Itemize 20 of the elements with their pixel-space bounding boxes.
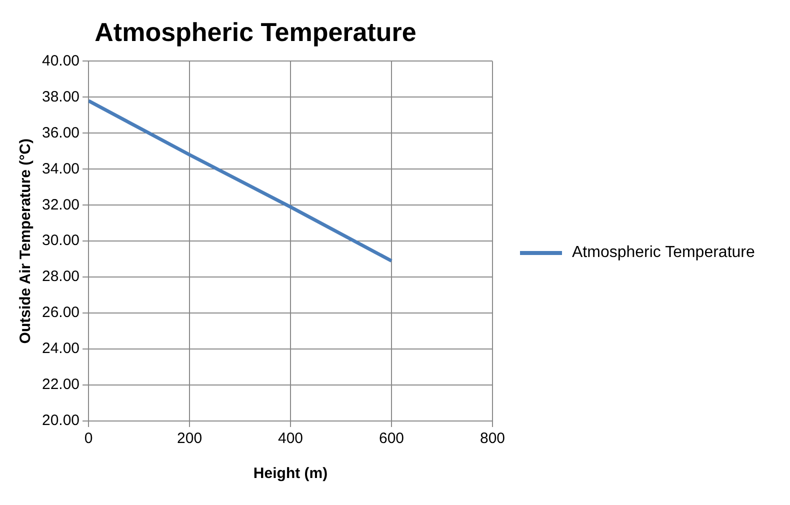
y-tick-label: 32.00 — [42, 196, 80, 214]
x-tick-label: 0 — [84, 430, 93, 448]
x-axis-title: Height (m) — [253, 465, 328, 482]
x-tick-label: 400 — [278, 430, 304, 448]
y-tick-label: 36.00 — [42, 124, 80, 142]
chart-title: Atmospheric Temperature — [94, 16, 416, 47]
y-tick-label: 28.00 — [42, 268, 80, 286]
y-tick-label: 26.00 — [42, 304, 80, 322]
y-tick-label: 22.00 — [42, 376, 80, 394]
x-tick-label: 800 — [480, 430, 505, 448]
y-tick-label: 30.00 — [42, 232, 80, 250]
y-tick-label: 34.00 — [42, 160, 80, 178]
legend-label: Atmospheric Temperature — [572, 244, 755, 262]
x-tick-label: 200 — [177, 430, 202, 448]
y-axis-title: Outside Air Temperature (°C) — [17, 138, 34, 344]
y-tick-label: 24.00 — [42, 340, 80, 358]
y-tick-label: 38.00 — [42, 88, 80, 106]
x-tick-label: 600 — [378, 430, 404, 448]
y-tick-label: 40.00 — [42, 52, 80, 70]
y-tick-label: 20.00 — [42, 412, 80, 430]
